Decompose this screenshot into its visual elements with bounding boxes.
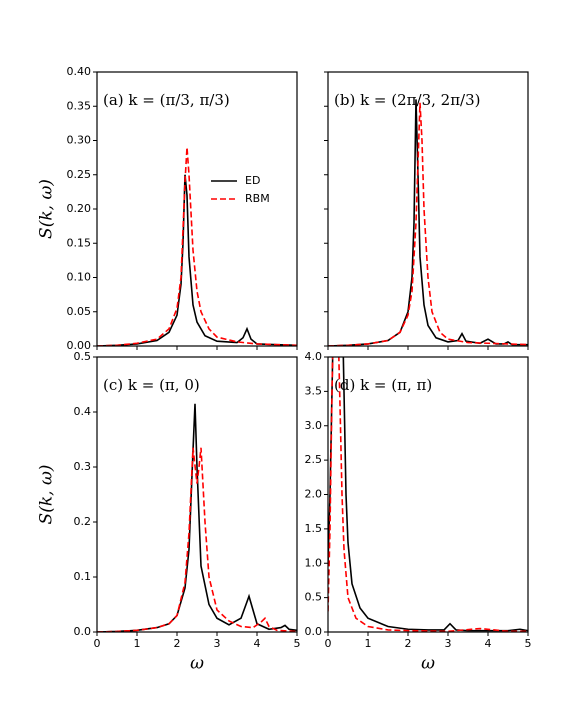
y-tick-label: 0.0 xyxy=(74,625,92,638)
x-tick-label: 0 xyxy=(325,637,332,650)
x-tick-label: 3 xyxy=(214,637,221,650)
x-axis-label: ω xyxy=(421,654,435,674)
plot-area xyxy=(97,147,297,346)
plot-area xyxy=(97,403,297,632)
y-tick-label: 0.2 xyxy=(74,515,92,528)
x-tick-label: 4 xyxy=(485,637,492,650)
legend-label: RBM xyxy=(245,192,270,205)
y-tick-label: 0.35 xyxy=(67,99,92,112)
series-line xyxy=(328,357,528,632)
panel-title: (d) k = (π, π) xyxy=(334,376,432,394)
x-axis-label: ω xyxy=(190,654,204,674)
panel-title: (a) k = (π/3, π/3) xyxy=(103,91,230,109)
y-tick-label: 2.5 xyxy=(305,453,323,466)
y-tick-label: 3.5 xyxy=(305,384,323,397)
y-tick-label: 0.10 xyxy=(67,271,92,284)
series-line xyxy=(328,99,528,346)
x-tick-label: 0 xyxy=(94,637,101,650)
series-line xyxy=(328,102,528,346)
x-tick-label: 2 xyxy=(405,637,412,650)
y-tick-label: 0.20 xyxy=(67,202,92,215)
y-tick-label: 0.0 xyxy=(305,625,323,638)
series-line xyxy=(97,403,297,632)
y-tick-label: 0.25 xyxy=(67,168,92,181)
series-line xyxy=(328,357,528,632)
y-tick-label: 2.0 xyxy=(305,488,323,501)
axes-frame xyxy=(96,71,298,347)
x-tick-label: 5 xyxy=(294,637,301,650)
plot-area xyxy=(328,357,528,632)
x-tick-label: 4 xyxy=(254,637,261,650)
series-line xyxy=(97,447,297,632)
y-axis-label: S(k, ω) xyxy=(37,179,57,239)
y-tick-label: 1.0 xyxy=(305,556,323,569)
y-tick-label: 0.3 xyxy=(74,460,92,473)
panel-title: (c) k = (π, 0) xyxy=(103,376,200,394)
y-tick-label: 1.5 xyxy=(305,522,323,535)
panel-title: (b) k = (2π/3, 2π/3) xyxy=(334,91,481,109)
axes-frame xyxy=(327,356,529,633)
axes-frame xyxy=(327,71,529,347)
y-axis-label: S(k, ω) xyxy=(37,465,57,525)
y-tick-label: 0.4 xyxy=(74,405,92,418)
axes-frame xyxy=(96,356,298,633)
y-tick-label: 0.40 xyxy=(67,65,92,78)
x-tick-label: 1 xyxy=(365,637,372,650)
y-tick-label: 0.5 xyxy=(305,591,323,604)
series-line xyxy=(97,174,297,346)
x-tick-label: 5 xyxy=(525,637,532,650)
y-tick-label: 0.00 xyxy=(67,339,92,352)
legend-label: ED xyxy=(245,174,260,187)
y-tick-label: 0.1 xyxy=(74,570,92,583)
y-tick-label: 0.15 xyxy=(67,236,92,249)
x-tick-label: 3 xyxy=(445,637,452,650)
y-tick-label: 0.05 xyxy=(67,305,92,318)
y-tick-label: 3.0 xyxy=(305,419,323,432)
series-line xyxy=(97,147,297,346)
plot-area xyxy=(328,99,528,346)
y-tick-label: 0.5 xyxy=(74,350,92,363)
y-tick-label: 0.30 xyxy=(67,134,92,147)
x-tick-label: 2 xyxy=(174,637,181,650)
x-tick-label: 1 xyxy=(134,637,141,650)
y-tick-label: 4.0 xyxy=(305,350,323,363)
